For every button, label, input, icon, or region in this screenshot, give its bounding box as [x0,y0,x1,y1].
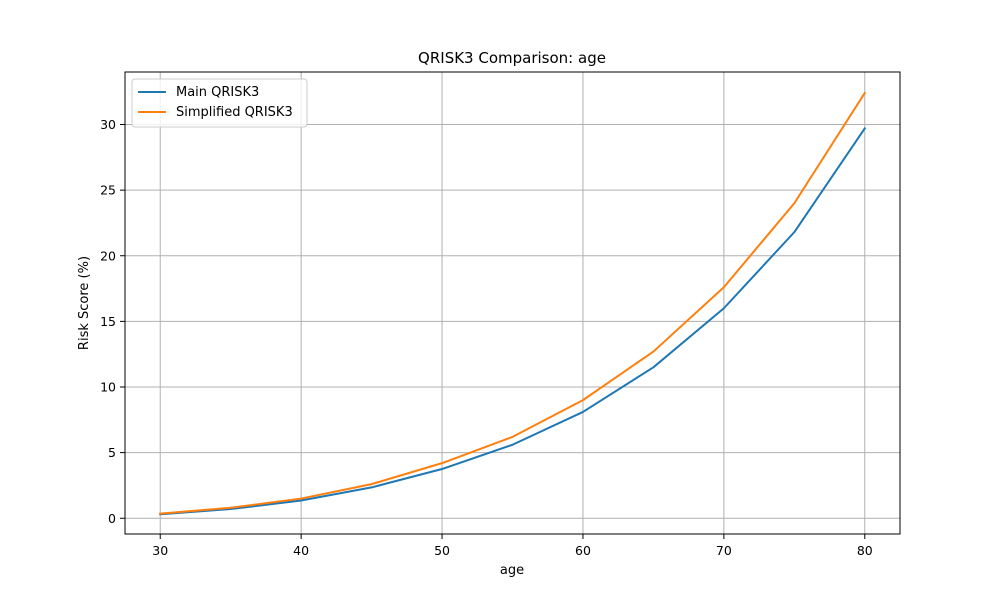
y-tick-label: 0 [108,511,116,526]
y-tick-label: 30 [100,117,116,132]
grid-lines [125,72,900,534]
x-tick-label: 50 [434,543,450,558]
legend-label-simplified-qrisk3: Simplified QRISK3 [176,105,293,120]
y-tick-label: 5 [108,445,116,460]
chart-title: QRISK3 Comparison: age [418,49,606,67]
series-line-main-qrisk3 [159,127,867,516]
x-tick-label: 40 [293,543,309,558]
legend-box [131,78,308,128]
x-axis-label: age [500,563,524,578]
x-tick-label: 70 [716,543,732,558]
x-tick-label: 30 [152,543,168,558]
y-axis: 0 5 10 15 20 25 30 [100,117,125,526]
y-tick-label: 10 [100,380,116,395]
legend-label-main-qrisk3: Main QRISK3 [176,85,259,100]
x-tick-label: 80 [857,543,873,558]
y-tick-label: 20 [100,248,116,263]
series-line-simplified-qrisk3 [159,91,867,515]
legend: Main QRISK3 Simplified QRISK3 [131,78,308,128]
x-tick-label: 60 [575,543,591,558]
x-axis: 30 40 50 60 70 80 [152,534,873,558]
y-axis-label: Risk Score (%) [77,256,92,350]
plot-frame [124,71,901,535]
y-tick-label: 15 [100,314,116,329]
y-tick-label: 25 [100,183,116,198]
series-lines [159,91,867,516]
